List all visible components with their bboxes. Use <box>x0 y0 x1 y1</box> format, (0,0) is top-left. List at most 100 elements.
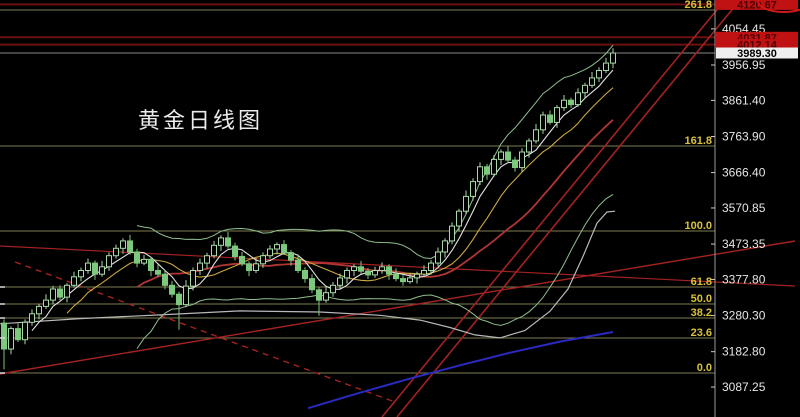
candle-body <box>71 276 77 286</box>
axis-price-label: 3666.40 <box>722 166 766 180</box>
candle-body <box>22 321 28 341</box>
candle-body <box>603 62 609 71</box>
candle-body <box>519 151 525 169</box>
candle-body <box>582 84 588 94</box>
candle-body <box>15 328 21 341</box>
candle-body <box>561 99 567 109</box>
candle-body <box>442 240 448 253</box>
axis-price-box-label: 3989.30 <box>737 48 777 60</box>
candle-body <box>274 244 280 250</box>
candle-body <box>540 114 546 131</box>
candle-body <box>246 263 252 271</box>
candle-body <box>1 322 7 350</box>
blue-ma-line <box>307 331 614 410</box>
candle-body <box>400 278 406 283</box>
candle-body <box>372 270 378 276</box>
candle-body <box>456 210 462 227</box>
candle-body <box>575 92 581 106</box>
candle-body <box>197 262 203 272</box>
candle-body <box>288 252 294 261</box>
gray-ma-line <box>0 210 616 339</box>
fib-label-0.0: 0.0 <box>697 362 712 374</box>
fib-label-61.8: 61.8 <box>691 276 712 288</box>
axis-price-box-label: 4120.67 <box>737 0 777 11</box>
ellipse-annotation <box>757 0 800 13</box>
boll-upper-line <box>136 44 614 260</box>
candle-body <box>302 270 308 280</box>
candle-body <box>330 284 336 294</box>
candle-body <box>113 247 119 257</box>
candle-body <box>190 270 196 287</box>
candle-body <box>428 262 434 272</box>
candle-body <box>295 259 301 272</box>
candle-body <box>8 328 14 350</box>
candle-body <box>99 266 105 275</box>
candle-body <box>225 237 231 247</box>
candle-body <box>421 270 427 275</box>
candle-body <box>449 225 455 242</box>
candle-body <box>134 251 140 264</box>
candle-body <box>211 244 217 257</box>
candle-body <box>43 299 49 307</box>
candle-body <box>498 151 504 160</box>
candle-body <box>393 273 399 280</box>
candle-body <box>568 99 574 106</box>
candle-body <box>533 129 539 142</box>
candle-body <box>120 240 126 249</box>
axis-price-label: 3473.35 <box>722 237 766 251</box>
candle-body <box>148 258 154 271</box>
candle-body <box>344 270 350 279</box>
candle-body <box>162 273 168 286</box>
ma-fast-line <box>31 69 614 332</box>
candle-body <box>435 251 441 264</box>
axis-price-label: 3280.30 <box>722 309 766 323</box>
candle-body <box>491 158 497 175</box>
fib-label-50.0: 50.0 <box>691 293 712 305</box>
candle-body <box>526 140 532 153</box>
axis-price-label: 3182.80 <box>722 345 766 359</box>
candle-body <box>127 240 133 253</box>
candle-body <box>29 313 35 323</box>
candle-body <box>610 52 616 64</box>
candle-body <box>358 266 364 272</box>
candle-body <box>176 293 182 306</box>
axis-price-box <box>716 31 798 43</box>
candle-body <box>239 255 245 265</box>
candle-body <box>155 270 161 275</box>
fib-label-38.2: 38.2 <box>691 307 712 319</box>
candle-body <box>505 151 511 161</box>
candle-body <box>351 266 357 271</box>
axis-price-box <box>716 0 798 10</box>
axis-price-label: 3377.80 <box>722 272 766 286</box>
candle-body <box>218 237 224 246</box>
candle-body <box>281 244 287 254</box>
candle-body <box>260 255 266 265</box>
candle-body <box>596 70 602 79</box>
axis-price-label: 3861.40 <box>722 93 766 107</box>
candle-body <box>253 263 259 271</box>
candle-body <box>50 288 56 301</box>
candle-body <box>183 285 189 306</box>
fib-label-100.0: 100.0 <box>684 220 712 232</box>
candle-body <box>484 166 490 175</box>
candle-body <box>36 305 42 315</box>
candle-body <box>407 277 413 283</box>
candle-body <box>64 284 70 298</box>
candle-body <box>232 245 238 258</box>
trend-line-0 <box>381 0 726 417</box>
candle-body <box>379 266 385 271</box>
candle-body <box>141 258 147 264</box>
trend-line-2 <box>0 240 796 375</box>
candle-body <box>169 284 175 295</box>
candle-body <box>204 255 210 264</box>
chart-title: 黄金日线图 <box>138 109 264 134</box>
candle-body <box>386 266 392 275</box>
axis-price-label: 3763.90 <box>722 129 766 143</box>
candle-body <box>267 248 273 257</box>
candle-body <box>554 107 560 123</box>
candle-body <box>316 289 322 301</box>
fib-label-23.6: 23.6 <box>691 327 712 339</box>
trend-line-1 <box>396 0 741 417</box>
